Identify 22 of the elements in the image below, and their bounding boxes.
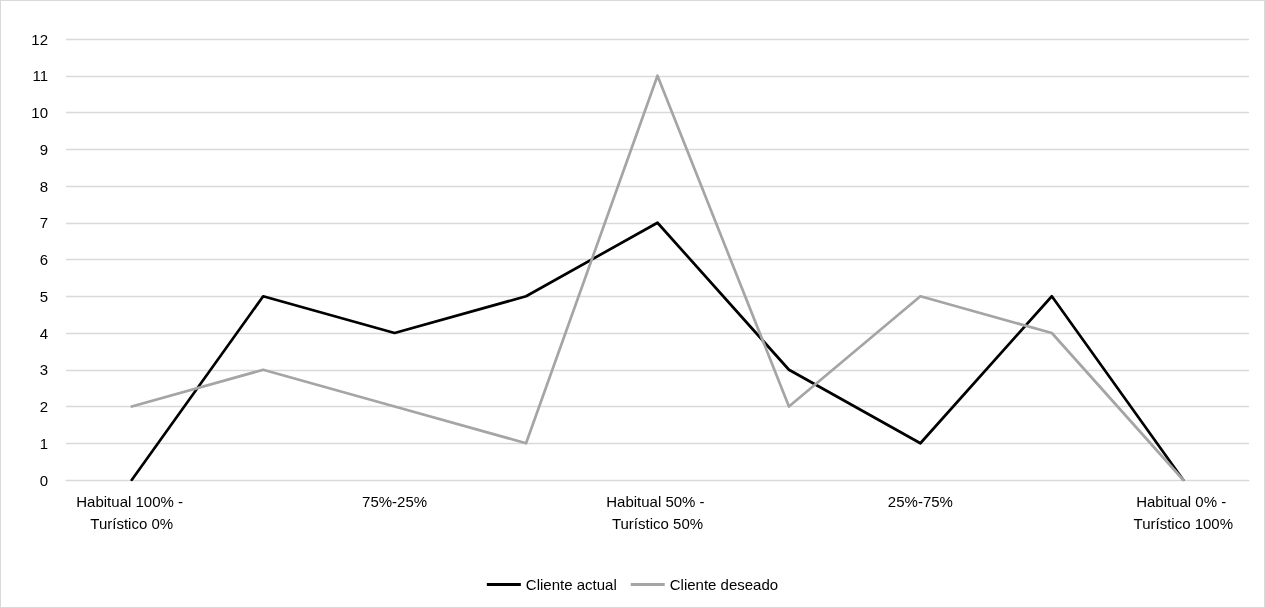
y-tick-label: 11: [32, 67, 48, 85]
x-tick-label: Habitual 100% - Turístico 0%: [76, 492, 188, 532]
line-series: [130, 221, 1185, 482]
line-series: [130, 74, 1185, 482]
x-tick-label: Habitual 0% - Turístico 100%: [1133, 492, 1234, 532]
y-tick-label: 8: [39, 177, 48, 195]
y-tick-label: 12: [31, 30, 48, 48]
y-tick-label: 5: [39, 287, 48, 305]
y-tick-label: 0: [39, 471, 48, 489]
y-tick-label: 4: [39, 324, 48, 342]
y-tick-label: 6: [39, 251, 48, 268]
y-tick-label: 7: [39, 214, 48, 232]
y-tick-label: 10: [31, 104, 48, 121]
x-tick-label: Habitual 50% - Turístico 50%: [606, 492, 709, 532]
y-tick-label: 1: [39, 434, 48, 452]
y-tick-label: 3: [39, 361, 48, 379]
legend-label: Cliente deseado: [669, 576, 779, 593]
y-tick-label: 9: [39, 140, 48, 158]
legend-label: Cliente actual: [525, 576, 617, 593]
y-tick-label: 2: [39, 398, 48, 415]
x-tick-label: 75%-25%: [362, 492, 428, 510]
x-tick-label: 25%-75%: [887, 492, 953, 510]
